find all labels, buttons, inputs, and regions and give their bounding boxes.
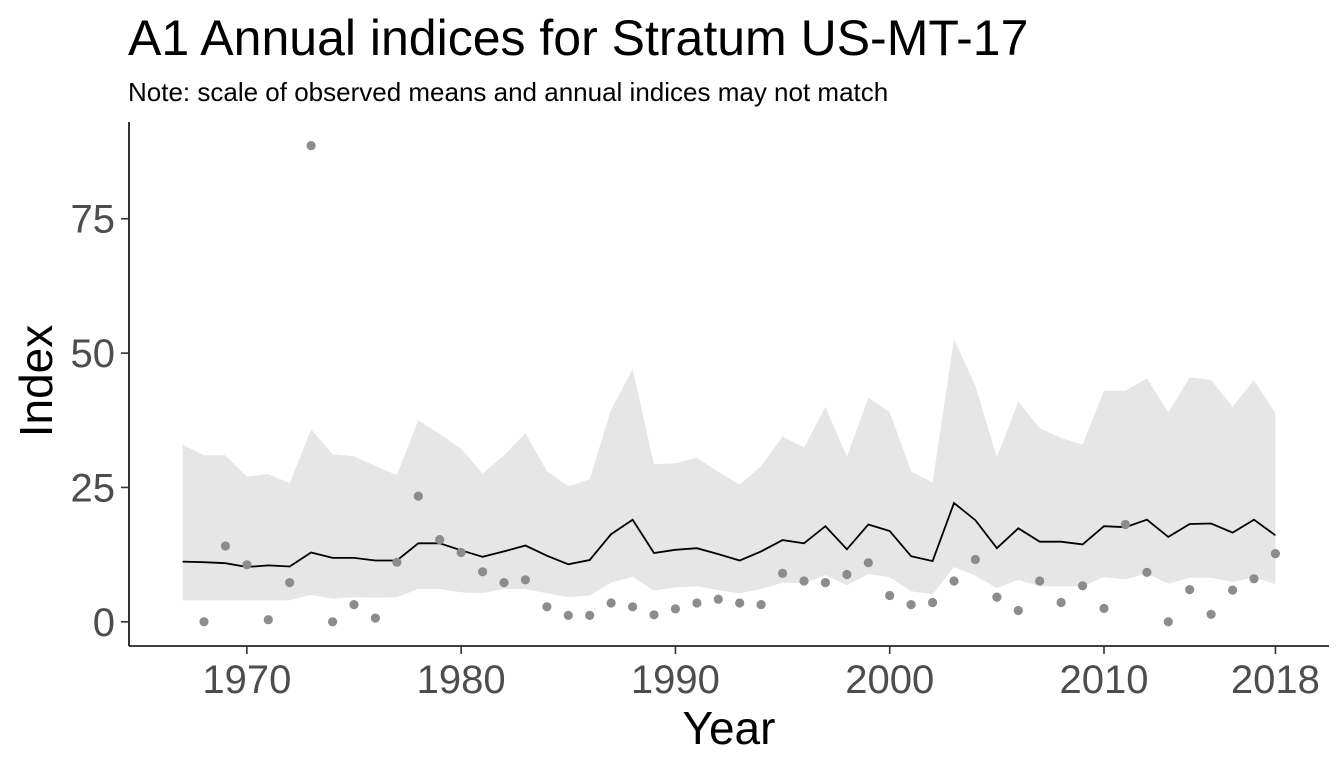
x-tick-label: 2018 — [1231, 658, 1320, 702]
plot-area — [182, 141, 1280, 627]
observed-mean-point — [478, 567, 488, 577]
observed-mean-point — [820, 578, 831, 588]
observed-mean-point — [799, 576, 809, 586]
observed-mean-point — [1099, 603, 1109, 614]
x-tick-label: 1970 — [202, 658, 291, 702]
observed-mean-point — [285, 578, 295, 588]
observed-mean-point — [692, 598, 702, 608]
observed-mean-point — [1120, 519, 1130, 530]
observed-mean-point — [435, 535, 445, 545]
chart-title: A1 Annual indices for Stratum US-MT-17 — [128, 10, 1028, 66]
observed-mean-point — [628, 602, 638, 612]
observed-mean-point — [263, 615, 273, 625]
x-tick-label: 2010 — [1060, 658, 1149, 702]
observed-mean-point — [756, 600, 766, 610]
x-tick-label: 2000 — [845, 658, 934, 702]
observed-mean-point — [542, 602, 552, 612]
x-tick-label: 1980 — [417, 658, 506, 702]
observed-mean-point — [649, 610, 659, 620]
observed-mean-point — [992, 592, 1002, 602]
observed-mean-point — [1142, 567, 1152, 578]
observed-mean-point — [499, 578, 509, 588]
observed-mean-point — [606, 598, 616, 608]
y-tick-label: 0 — [93, 601, 115, 645]
annual-index-line — [182, 501, 1276, 568]
observed-mean-point — [1013, 605, 1023, 616]
observed-mean-point — [456, 547, 466, 558]
observed-mean-point — [885, 590, 895, 601]
observed-mean-point — [778, 568, 788, 579]
observed-mean-point — [413, 491, 423, 501]
observed-mean-point — [220, 541, 230, 551]
observed-mean-point — [1163, 617, 1173, 627]
observed-mean-point — [670, 604, 681, 614]
observed-mean-point — [199, 617, 209, 627]
observed-mean-point — [349, 600, 359, 610]
observed-mean-point — [713, 594, 723, 604]
observed-mean-point — [1035, 576, 1045, 586]
y-tick-label: 75 — [71, 198, 116, 242]
chart-subtitle: Note: scale of observed means and annual… — [128, 77, 888, 107]
observed-mean-point — [392, 557, 402, 567]
observed-mean-point — [842, 569, 852, 580]
observed-mean-point — [1228, 585, 1238, 595]
observed-mean-point — [1249, 574, 1259, 584]
x-axis-ticks: 1970 1980 1990 2000 2010 2018 — [202, 646, 1320, 702]
y-axis-ticks: 0 25 50 75 — [71, 198, 129, 645]
observed-mean-point — [1185, 585, 1195, 595]
observed-mean-point — [1206, 609, 1216, 619]
observed-mean-point — [906, 600, 916, 610]
y-tick-label: 25 — [71, 466, 116, 510]
observed-mean-point — [1270, 549, 1280, 559]
observed-means-points — [199, 141, 1280, 627]
observed-mean-point — [585, 610, 595, 621]
observed-mean-point — [328, 617, 338, 627]
observed-mean-point — [863, 558, 873, 568]
observed-mean-point — [1078, 581, 1088, 591]
observed-mean-point — [949, 576, 959, 586]
y-tick-label: 50 — [71, 332, 116, 376]
y-axis-title: Index — [10, 325, 62, 438]
observed-mean-point — [735, 598, 745, 608]
credible-interval-band — [182, 339, 1276, 601]
observed-mean-point — [242, 560, 252, 570]
observed-mean-point — [928, 597, 938, 608]
observed-mean-point — [520, 575, 531, 585]
observed-mean-point — [1056, 597, 1066, 608]
observed-mean-point — [563, 610, 573, 621]
x-axis-title: Year — [683, 702, 776, 754]
observed-mean-point — [970, 554, 981, 565]
x-tick-label: 1990 — [631, 658, 720, 702]
observed-mean-point — [370, 613, 380, 623]
observed-mean-point — [306, 141, 316, 151]
